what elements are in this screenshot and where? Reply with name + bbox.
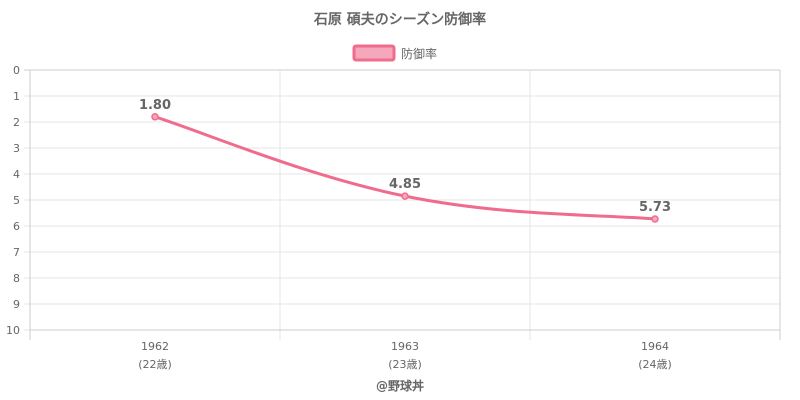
legend[interactable]: 防御率 bbox=[352, 44, 437, 62]
data-labels: 1.80 4.85 5.73 bbox=[139, 98, 671, 215]
y-tick-label: 1 bbox=[13, 90, 20, 103]
x-tick-sublabel: (23歳) bbox=[388, 358, 422, 371]
data-point bbox=[401, 192, 409, 200]
data-label: 1.80 bbox=[139, 98, 171, 113]
x-tick-label: 1964 bbox=[641, 340, 669, 353]
y-tick-label: 6 bbox=[13, 220, 20, 233]
chart-title: 石原 碩夫のシーズン防御率 bbox=[313, 11, 486, 28]
y-tick-label: 4 bbox=[13, 168, 20, 181]
legend-label: 防御率 bbox=[401, 46, 437, 61]
data-point bbox=[651, 215, 659, 223]
y-tick-label: 8 bbox=[13, 272, 20, 285]
y-tick-label: 9 bbox=[13, 298, 20, 311]
footer-credit: @野球丼 bbox=[376, 378, 424, 393]
y-tick-label: 5 bbox=[13, 194, 20, 207]
x-tick-label: 1963 bbox=[391, 340, 419, 353]
series-line-path bbox=[154, 115, 656, 221]
axes: 0 1 2 3 4 5 6 7 8 9 10 1962 (22歳) 1963 (23歳) 1964 (24歳) bbox=[6, 64, 780, 371]
x-tick-sublabel: (24歳) bbox=[638, 358, 672, 371]
series-line bbox=[151, 113, 659, 223]
x-tick-sublabel: (22歳) bbox=[138, 358, 172, 371]
y-tick-label: 7 bbox=[13, 246, 20, 259]
x-tick-label: 1962 bbox=[141, 340, 169, 353]
y-tick-label: 3 bbox=[13, 142, 20, 155]
y-tick-label: 2 bbox=[13, 116, 20, 129]
y-tick-label: 10 bbox=[6, 324, 20, 337]
legend-swatch bbox=[352, 44, 396, 62]
data-label: 4.85 bbox=[389, 177, 421, 192]
data-point bbox=[151, 113, 159, 121]
y-tick-label: 0 bbox=[13, 64, 20, 77]
data-label: 5.73 bbox=[639, 200, 671, 215]
